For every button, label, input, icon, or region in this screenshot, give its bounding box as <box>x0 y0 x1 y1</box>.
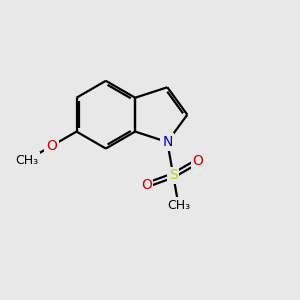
Text: O: O <box>141 178 152 192</box>
Text: N: N <box>162 135 172 149</box>
Text: CH₃: CH₃ <box>167 199 190 212</box>
Text: CH₃: CH₃ <box>15 154 38 167</box>
Text: O: O <box>193 154 204 168</box>
Text: O: O <box>46 139 57 153</box>
Text: S: S <box>169 168 178 182</box>
